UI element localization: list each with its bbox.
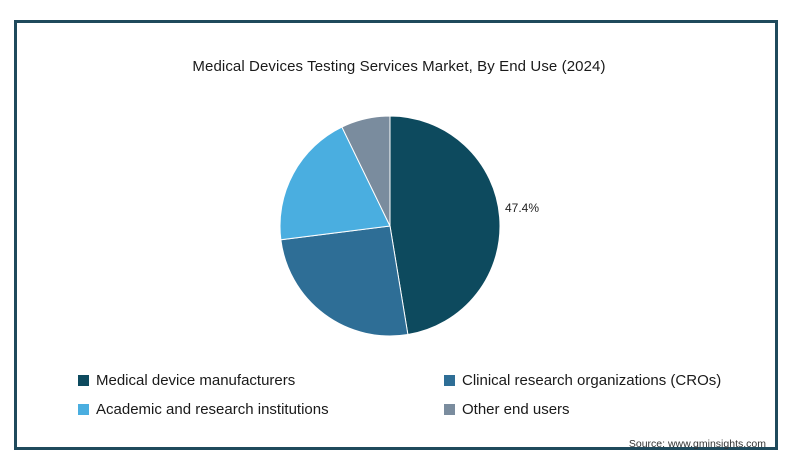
legend-item-academic-research: Academic and research institutions <box>78 401 329 418</box>
legend-swatch <box>78 375 89 386</box>
chart-title: Medical Devices Testing Services Market,… <box>192 58 606 75</box>
legend-item-other-end-users: Other end users <box>444 401 570 418</box>
legend-label: Clinical research organizations (CROs) <box>462 372 722 389</box>
legend-label: Medical device manufacturers <box>96 372 296 389</box>
legend-swatch <box>78 404 89 415</box>
pie-slice-medical-device-manufacturers <box>389 115 501 336</box>
legend-label: Other end users <box>462 401 570 418</box>
data-label-medical-device-manufacturers: 47.4% <box>505 201 540 215</box>
legend-label: Academic and research institutions <box>96 401 329 418</box>
legend-item-medical-device-manufacturers: Medical device manufacturers <box>78 372 295 389</box>
legend-item-cros: Clinical research organizations (CROs) <box>444 372 721 389</box>
pie-chart <box>279 115 501 337</box>
source-note: Source: www.gminsights.com <box>628 438 766 450</box>
pie-slice-other-end-users <box>341 115 391 227</box>
legend-swatch <box>444 375 455 386</box>
legend-swatch <box>444 404 455 415</box>
pie-slice-academic-and-research-institutions <box>279 126 391 241</box>
pie-slice-clinical-research-organizations-cros <box>280 225 409 337</box>
